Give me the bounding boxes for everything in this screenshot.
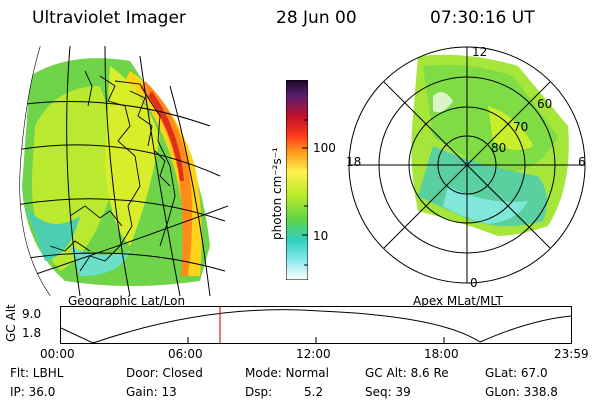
time-tick-2359: 23:59	[554, 347, 589, 361]
seq-info: Seq: 39	[365, 385, 411, 399]
dsp-label: Dsp:	[245, 385, 273, 399]
altitude-plot	[60, 306, 572, 344]
gc-alt-info: GC Alt: 8.6 Re	[365, 366, 449, 380]
dsp-value: 5.2	[304, 385, 324, 399]
colorbar-tick-10: 10	[313, 229, 329, 243]
alt-tick-1-8: 1.8	[22, 326, 42, 340]
mlt-label-6: 6	[578, 155, 586, 169]
gain-info: Gain: 13	[126, 385, 177, 399]
geographic-caption: Geographic Lat/Lon	[68, 294, 186, 308]
alt-tick-9: 9.0	[22, 307, 42, 321]
time-tick-0000: 00:00	[40, 347, 75, 361]
mlt-label-0: 0	[470, 276, 478, 290]
time-tick-0600: 06:00	[168, 347, 203, 361]
colorbar-unit-label: photon cm⁻²s⁻¹	[270, 147, 284, 240]
date-label: 28 Jun 00	[276, 8, 357, 28]
polar-mlat-mlt-plot	[348, 46, 586, 284]
apex-caption: Apex MLat/MLT	[413, 294, 503, 308]
color-scale-bar	[286, 80, 308, 280]
time-tick-1200: 12:00	[296, 347, 331, 361]
time-label: 07:30:16 UT	[430, 8, 535, 28]
flt-info: Flt: LBHL	[10, 366, 64, 380]
altitude-ylabel: GC Alt	[4, 304, 18, 342]
glon-info: GLon: 338.8	[485, 385, 558, 399]
mlat-label-60: 60	[537, 97, 553, 111]
mlat-label-70: 70	[513, 120, 529, 134]
mlat-label-80: 80	[491, 141, 507, 155]
time-tick-1800: 18:00	[424, 347, 459, 361]
ip-info: IP: 36.0	[10, 385, 56, 399]
geographic-image	[10, 46, 228, 296]
door-info: Door: Closed	[126, 366, 203, 380]
mlt-label-18: 18	[346, 155, 362, 169]
glat-info: GLat: 67.0	[485, 366, 548, 380]
instrument-title: Ultraviolet Imager	[32, 8, 186, 28]
mlt-label-12: 12	[472, 45, 488, 59]
colorbar-tick-100: 100	[313, 141, 336, 155]
mode-info: Mode: Normal	[245, 366, 329, 380]
